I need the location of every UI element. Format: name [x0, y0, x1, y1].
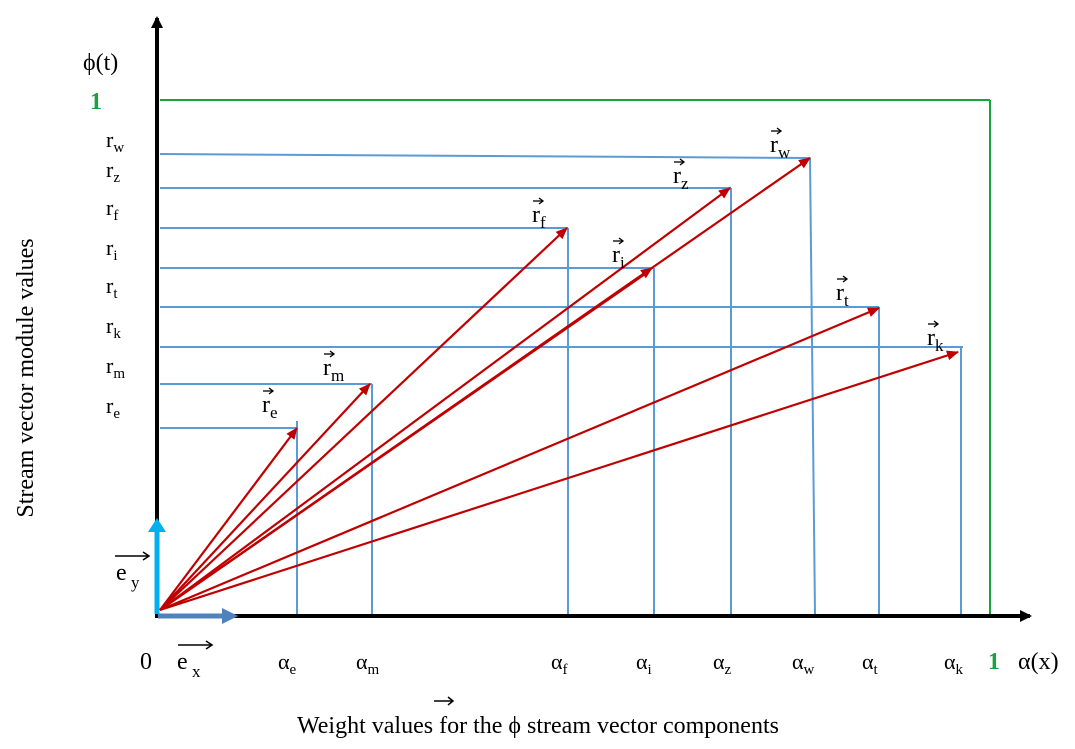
svg-text:e: e: [177, 649, 188, 675]
svg-text:rt: rt: [836, 280, 849, 310]
svg-text:Weight values for the ϕ stream: Weight values for the ϕ stream vector co…: [297, 713, 779, 739]
x-label-t: αt: [862, 649, 879, 678]
vector-label-e: re: [262, 387, 278, 422]
vector-label-z: rz: [673, 158, 689, 193]
x-tick-labels: αe αm αf αi αz αw αt αk: [278, 649, 964, 678]
y-axis-title: Stream vector module values: [13, 238, 39, 517]
vector-label-k: rk: [927, 320, 944, 355]
vector-i-shadow: [159, 273, 646, 611]
x-label-f: αf: [551, 649, 568, 678]
svg-text:rf: rf: [532, 202, 546, 232]
unit-vector-x-arrow: [158, 608, 238, 624]
x-label-e: αe: [278, 649, 297, 678]
vector-m: [159, 383, 371, 611]
unit-box: [160, 99, 991, 614]
y-label-i: ri: [106, 235, 118, 264]
horizontal-guide-lines: [159, 153, 963, 429]
unit-one-y-label: 1: [90, 89, 102, 115]
vector-k: [159, 350, 959, 612]
y-label-z: rz: [106, 157, 120, 186]
y-axis-label: ϕ(t): [83, 50, 118, 76]
vector-label-m: rm: [323, 350, 344, 385]
vertical-guide-lines: [296, 157, 962, 615]
x-label-z: αz: [713, 649, 732, 678]
vector-t: [159, 306, 880, 612]
vector-label-t: rt: [836, 275, 849, 310]
svg-text:rw: rw: [770, 132, 791, 162]
y-label-e: re: [106, 393, 120, 422]
vector-e: [159, 427, 298, 611]
y-label-w: rw: [106, 127, 124, 156]
unit-vector-x-label: e x: [177, 640, 214, 681]
vector-z: [159, 187, 731, 611]
svg-text:rz: rz: [673, 163, 689, 193]
x-label-i: αi: [636, 649, 652, 678]
unit-one-x-label: 1: [988, 649, 1000, 675]
y-label-f: rf: [106, 195, 118, 224]
vector-label-w: rw: [770, 127, 791, 162]
vector-name-labels: re rm rf ri rz rw rt rk: [262, 127, 944, 422]
stream-vectors: [159, 157, 959, 612]
vector-label-i: ri: [612, 237, 625, 272]
x-label-m: αm: [356, 649, 380, 678]
svg-text:re: re: [262, 392, 278, 422]
unit-vector-y-arrow: [148, 518, 166, 614]
y-label-t: rt: [106, 273, 118, 302]
vector-f: [159, 227, 568, 611]
h-guide-w: [159, 153, 811, 159]
unit-vector-y-label: e y: [115, 551, 151, 592]
y-label-k: rk: [106, 313, 121, 342]
y-label-m: rm: [106, 353, 125, 382]
svg-text:rk: rk: [927, 325, 944, 355]
v-guide-w: [809, 157, 816, 615]
x-axis-title: Weight values for the ϕ stream vector co…: [297, 696, 779, 739]
x-axis-label: α(x): [1018, 649, 1059, 675]
x-label-w: αw: [792, 649, 815, 678]
origin-label: 0: [140, 649, 152, 675]
svg-text:x: x: [192, 662, 201, 681]
svg-text:e: e: [116, 560, 127, 586]
svg-text:ri: ri: [612, 242, 625, 272]
x-label-k: αk: [944, 649, 964, 678]
svg-text:y: y: [131, 573, 140, 592]
svg-text:rm: rm: [323, 355, 344, 385]
vector-label-f: rf: [532, 197, 546, 232]
